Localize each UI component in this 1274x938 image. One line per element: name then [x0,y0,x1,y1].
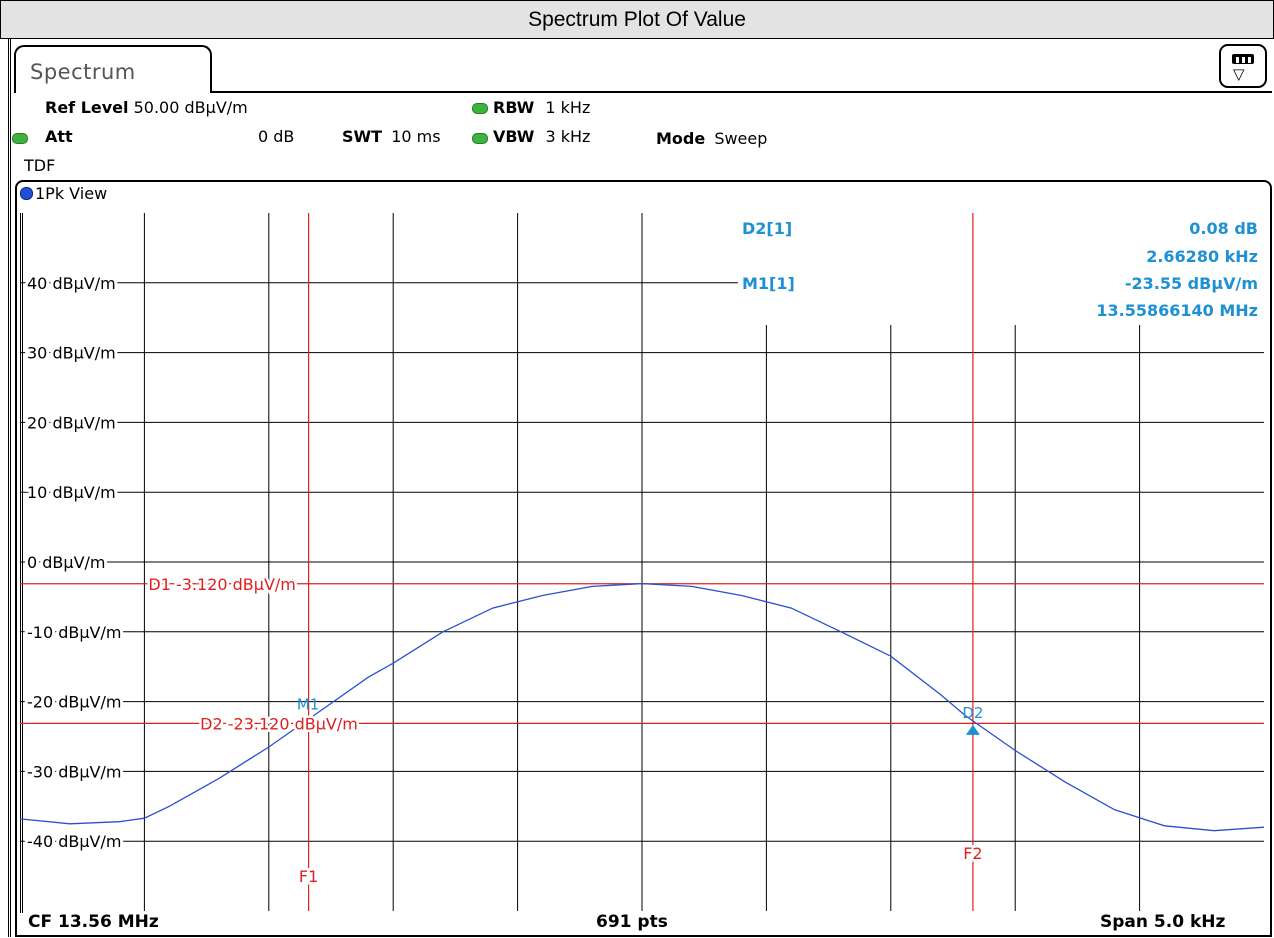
tab-divider [212,91,1272,93]
vbw-value: 3 kHz [545,127,591,146]
y-tick-label: 40 dBµV/m [27,274,116,293]
rbw-setting[interactable]: RBW 1 kHz [493,98,590,117]
y-tick-label: -20 dBµV/m [27,693,121,712]
frequency-line-label: F1 [299,867,318,886]
marker-m1-triangle [304,718,319,729]
display-line-label: D1 -3.120 dBµV/m [148,575,295,594]
y-tick-label: 30 dBµV/m [27,344,116,363]
window-title: Spectrum Plot Of Value [0,0,1274,39]
att-setting[interactable]: Att [45,127,73,146]
mode-value: Sweep [714,129,768,148]
swt-value: 10 ms [391,127,441,146]
rbw-coupled-led-icon [472,103,488,114]
ref-level-value: 50.00 dBµV/m [133,98,248,117]
spectrum-trace [19,582,1265,832]
span[interactable]: Span 5.0 kHz [1100,912,1226,932]
center-frequency[interactable]: CF 13.56 MHz [28,912,159,932]
tab-spectrum[interactable]: Spectrum [14,45,212,93]
instrument-frame [8,39,1274,937]
frequency-line-label: F2 [963,844,982,863]
marker-d2-label: D2 [962,704,983,722]
vbw-setting[interactable]: VBW 3 kHz [493,127,590,146]
vbw-coupled-led-icon [472,133,488,144]
trace-view-label[interactable]: 1Pk View [20,184,107,203]
ref-level-label: Ref Level [45,98,129,117]
chevron-down-icon: ▽ [1233,65,1245,83]
delta-marker-name: D2[1] [742,219,792,238]
att-value: 0 dB [258,127,295,146]
mode-setting[interactable]: Mode Sweep [656,129,767,148]
delta-marker-freq: 2.66280 kHz [1146,247,1258,266]
delta-marker-level: 0.08 dB [1189,219,1258,238]
trace-view-text: 1Pk View [35,184,108,203]
swt-setting[interactable]: SWT 10 ms [342,127,441,146]
y-tick-label: -40 dBµV/m [27,832,121,851]
plot-area-border [20,213,1268,913]
rbw-label: RBW [493,98,535,117]
y-tick-label: 20 dBµV/m [27,413,116,432]
window-layout-icon [1232,54,1254,64]
y-tick-label: 10 dBµV/m [27,483,116,502]
att-coupled-led-icon [12,133,28,144]
ref-level-setting[interactable]: Ref Level 50.00 dBµV/m [45,98,248,117]
marker-m1-label: M1 [297,695,320,713]
marker-name: M1[1] [742,274,795,293]
y-tick-label: -10 dBµV/m [27,623,121,642]
diagram-window [15,180,1272,937]
marker-d2-triangle [965,724,980,735]
mode-label: Mode [656,129,706,148]
att-label: Att [45,127,73,146]
trace-indicator-icon [20,187,33,200]
y-tick-label: 0 dBµV/m [27,553,106,572]
tdf-indicator: TDF [24,156,56,175]
y-tick-label: -30 dBµV/m [27,762,121,781]
display-line-label: D2 -23.120 dBµV/m [200,714,358,733]
vbw-label: VBW [493,127,535,146]
swt-label: SWT [342,127,383,146]
marker-level: -23.55 dBµV/m [1125,274,1258,293]
sweep-points: 691 pts [596,912,668,932]
rbw-value: 1 kHz [545,98,591,117]
marker-freq: 13.55866140 MHz [1096,301,1258,320]
display-menu-button[interactable]: ▽ [1219,44,1267,88]
